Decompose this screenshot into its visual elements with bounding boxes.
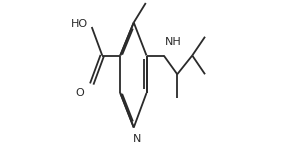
Text: HO: HO: [71, 19, 88, 29]
Text: O: O: [75, 88, 84, 98]
Text: NH: NH: [164, 36, 181, 46]
Text: N: N: [133, 134, 141, 144]
